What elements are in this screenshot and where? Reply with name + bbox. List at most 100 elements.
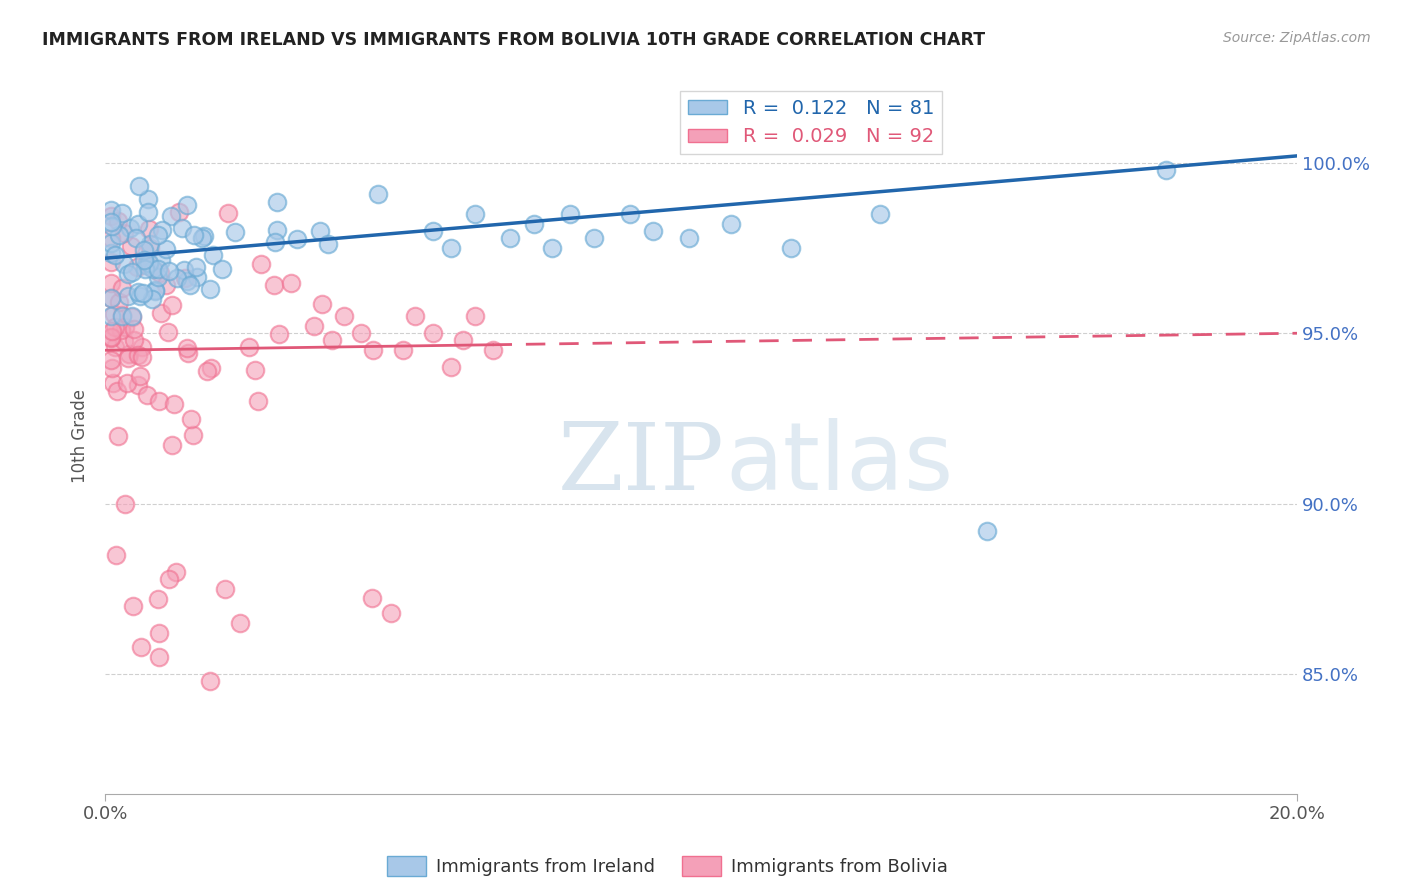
Point [139, 237, 162, 252]
Point [127, 377, 149, 392]
Point [101, 324, 124, 338]
Point [110, 206, 132, 220]
Point [779, 241, 801, 255]
Point [134, 262, 156, 277]
Point [100, 291, 122, 305]
Point [170, 220, 193, 235]
Point [186, 270, 208, 285]
Point [440, 360, 463, 375]
Point [108, 295, 131, 310]
Point [166, 271, 188, 285]
Point [150, 306, 173, 320]
Point [191, 231, 214, 245]
Point [214, 582, 236, 596]
Point [308, 224, 330, 238]
Point [138, 256, 160, 270]
Point [104, 340, 127, 354]
Point [155, 278, 177, 293]
Point [100, 202, 122, 217]
Point [104, 320, 127, 334]
Point [155, 242, 177, 256]
Point [229, 616, 252, 631]
Point [135, 387, 157, 401]
Point [121, 599, 143, 613]
Point [523, 217, 546, 231]
Point [285, 232, 308, 246]
Point [100, 235, 122, 250]
Point [1154, 162, 1177, 177]
Point [128, 289, 150, 303]
Point [132, 253, 155, 268]
Point [422, 326, 444, 341]
Point [156, 325, 179, 339]
Point [311, 297, 333, 311]
Point [160, 297, 183, 311]
Point [481, 343, 503, 358]
Point [392, 343, 415, 358]
Point [173, 271, 195, 285]
Point [100, 255, 122, 269]
Point [101, 361, 124, 376]
Point [122, 322, 145, 336]
Point [122, 333, 145, 347]
Point [246, 393, 269, 408]
Point [316, 236, 339, 251]
Point [114, 497, 136, 511]
Point [127, 348, 149, 362]
Point [541, 241, 564, 255]
Point [148, 626, 170, 640]
Point [269, 327, 291, 342]
Point [266, 223, 288, 237]
Point [202, 248, 225, 262]
Point [100, 231, 122, 245]
Point [114, 319, 136, 334]
Point [135, 258, 157, 272]
Point [127, 217, 149, 231]
Point [100, 215, 122, 229]
Point [263, 278, 285, 293]
Point [100, 276, 122, 290]
Point [266, 195, 288, 210]
Point [100, 246, 122, 260]
Point [464, 207, 486, 221]
Point [181, 428, 204, 442]
Point [148, 650, 170, 665]
Point [100, 209, 122, 223]
Point [363, 343, 385, 358]
Point [149, 253, 172, 268]
Point [643, 224, 665, 238]
Point [159, 263, 181, 277]
Point [105, 384, 128, 398]
Point [104, 248, 127, 262]
Point [112, 334, 135, 348]
Point [111, 309, 134, 323]
Point [720, 217, 742, 231]
Point [111, 309, 134, 323]
Point [169, 205, 191, 219]
Point [211, 261, 233, 276]
Point [100, 291, 122, 305]
Point [177, 346, 200, 360]
Point [160, 209, 183, 223]
Point [138, 205, 160, 219]
Point [976, 524, 998, 538]
Point [200, 361, 222, 376]
Point [321, 333, 343, 347]
Point [114, 226, 136, 240]
Point [678, 231, 700, 245]
Point [121, 309, 143, 323]
Point [183, 227, 205, 242]
Point [138, 241, 160, 255]
Point [100, 352, 122, 367]
Point [250, 257, 273, 271]
Point [100, 330, 122, 344]
Point [422, 224, 444, 238]
Point [176, 341, 198, 355]
Point [141, 292, 163, 306]
Point [143, 283, 166, 297]
Point [148, 269, 170, 284]
Point [440, 241, 463, 255]
Text: Immigrants from Ireland: Immigrants from Ireland [436, 858, 655, 876]
Point [380, 606, 402, 620]
Point [110, 324, 132, 338]
